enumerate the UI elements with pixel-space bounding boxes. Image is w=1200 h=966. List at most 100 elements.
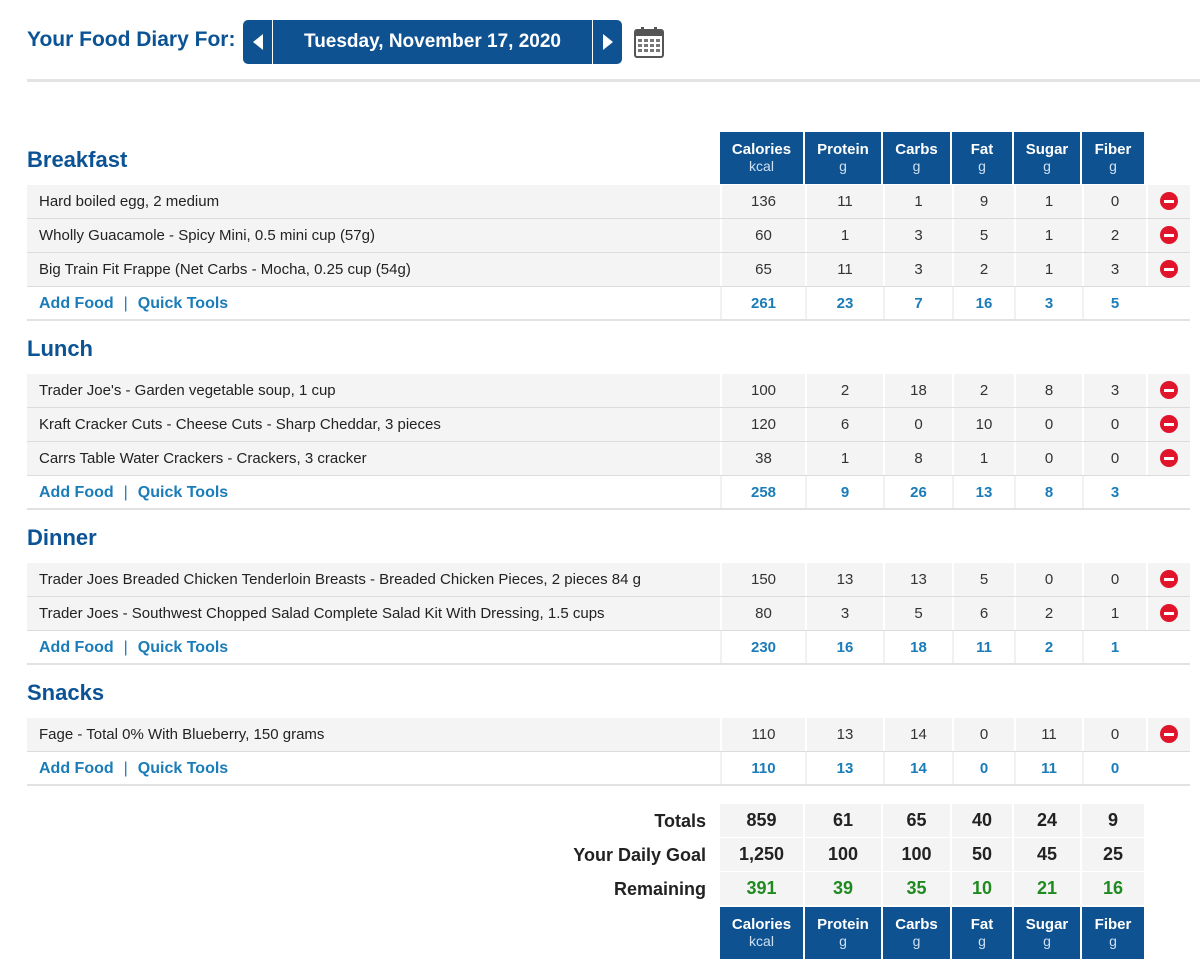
remove-circle-icon[interactable] [1160,260,1178,278]
nutrient-sugar: 0 [1014,563,1082,596]
summary-remaining-calories: 391 [720,872,803,905]
column-name: Fiber [1094,916,1132,933]
nutrient-carbs: 8 [883,442,952,475]
nutrient-protein: 1 [805,219,883,252]
nutrient-fat: 10 [952,408,1014,441]
summary-goal-fat: 50 [952,838,1012,871]
add-food-link[interactable]: Add Food [39,639,114,656]
nutrient-carbs: 3 [883,219,952,252]
nutrient-calories: 100 [720,374,805,407]
food-name[interactable]: Trader Joes - Southwest Chopped Salad Co… [39,605,605,622]
column-header-sugar: Sugar g [1014,132,1080,184]
nutrient-protein: 11 [805,253,883,286]
meal-totals-row: Add Food | Quick Tools 230 16 18 11 2 1 [27,631,1190,665]
summary-remaining-fat: 10 [952,872,1012,905]
food-row: Kraft Cracker Cuts - Cheese Cuts - Sharp… [27,408,1190,442]
previous-day-button[interactable] [243,20,273,64]
calendar-button[interactable] [634,26,664,63]
meal-title-dinner: Dinner [27,525,97,550]
add-food-link[interactable]: Add Food [39,760,114,777]
nutrient-sugar: 1 [1014,253,1082,286]
quick-tools-link[interactable]: Quick Tools [137,760,229,777]
nutrient-sugar: 1 [1014,185,1082,218]
meal-total-calories: 261 [720,287,805,319]
meal-total-carbs: 14 [883,752,952,784]
summary-goal-fiber: 25 [1082,838,1144,871]
food-row: Trader Joes - Southwest Chopped Salad Co… [27,597,1190,631]
quick-tools-link[interactable]: Quick Tools [137,639,229,656]
page-title: Your Food Diary For: [27,28,236,51]
food-name[interactable]: Hard boiled egg, 2 medium [39,193,220,210]
nutrient-sugar: 0 [1014,442,1082,475]
nutrient-fiber: 3 [1082,374,1146,407]
meal-total-fiber: 3 [1082,476,1146,508]
summary-goal-protein: 100 [805,838,881,871]
date-navigator: Tuesday, November 17, 2020 [243,20,622,64]
food-row: Big Train Fit Frappe (Net Carbs - Mocha,… [27,253,1190,287]
remove-circle-icon[interactable] [1160,381,1178,399]
summary-totals-carbs: 65 [883,804,950,837]
column-unit: g [1109,933,1117,949]
meal-total-calories: 230 [720,631,805,663]
meal-total-fat: 0 [952,752,1014,784]
food-name[interactable]: Wholly Guacamole - Spicy Mini, 0.5 mini … [39,227,375,244]
column-unit: g [978,933,986,949]
food-name[interactable]: Fage - Total 0% With Blueberry, 150 gram… [39,726,325,743]
column-unit: g [978,158,986,174]
column-name: Sugar [1025,916,1069,933]
summary-totals-fiber: 9 [1082,804,1144,837]
nutrient-fat: 5 [952,563,1014,596]
add-food-link[interactable]: Add Food [39,295,114,312]
meal-total-protein: 16 [805,631,883,663]
remove-circle-icon[interactable] [1160,449,1178,467]
nutrient-calories: 80 [720,597,805,630]
food-name[interactable]: Kraft Cracker Cuts - Cheese Cuts - Sharp… [39,416,441,433]
summary-remaining-sugar: 21 [1014,872,1080,905]
remove-circle-icon[interactable] [1160,725,1178,743]
food-row: Hard boiled egg, 2 medium 136 11 1 9 1 0 [27,185,1190,219]
nutrient-sugar: 11 [1014,718,1082,751]
nutrient-fat: 1 [952,442,1014,475]
food-row: Carrs Table Water Crackers - Crackers, 3… [27,442,1190,476]
summary-remaining-protein: 39 [805,872,881,905]
column-unit: kcal [749,158,774,174]
summary-remaining-fiber: 16 [1082,872,1144,905]
nutrient-sugar: 2 [1014,597,1082,630]
remove-circle-icon[interactable] [1160,192,1178,210]
food-name[interactable]: Trader Joe's - Garden vegetable soup, 1 … [39,382,336,399]
delete-cell [1146,442,1190,475]
summary-totals-protein: 61 [805,804,881,837]
nutrient-calories: 150 [720,563,805,596]
meal-title-breakfast: Breakfast [27,147,128,172]
remove-circle-icon[interactable] [1160,415,1178,433]
remove-circle-icon[interactable] [1160,226,1178,244]
nutrient-fat: 6 [952,597,1014,630]
remove-circle-icon[interactable] [1160,604,1178,622]
quick-tools-link[interactable]: Quick Tools [137,484,229,501]
food-row: Wholly Guacamole - Spicy Mini, 0.5 mini … [27,219,1190,253]
meal-links: Add Food | Quick Tools [39,631,228,664]
current-date[interactable]: Tuesday, November 17, 2020 [304,31,561,52]
meal-total-sugar: 8 [1014,476,1082,508]
delete-cell [1146,408,1190,441]
nutrient-fiber: 0 [1082,563,1146,596]
meal-total-fat: 13 [952,476,1014,508]
summary-goal-carbs: 100 [883,838,950,871]
food-name[interactable]: Big Train Fit Frappe (Net Carbs - Mocha,… [39,261,411,278]
nutrient-sugar: 8 [1014,374,1082,407]
nutrient-carbs: 1 [883,185,952,218]
nutrient-fat: 9 [952,185,1014,218]
nutrient-fiber: 0 [1082,442,1146,475]
header-divider [27,79,1200,82]
food-name[interactable]: Trader Joes Breaded Chicken Tenderloin B… [39,571,641,588]
nutrient-fat: 2 [952,253,1014,286]
link-separator: | [123,639,128,656]
add-food-link[interactable]: Add Food [39,484,114,501]
quick-tools-link[interactable]: Quick Tools [137,295,229,312]
column-name: Fiber [1094,141,1132,158]
meal-title-snacks: Snacks [27,680,105,705]
remove-circle-icon[interactable] [1160,570,1178,588]
food-name[interactable]: Carrs Table Water Crackers - Crackers, 3… [39,450,367,467]
next-day-button[interactable] [592,20,622,64]
nutrient-fiber: 0 [1082,718,1146,751]
